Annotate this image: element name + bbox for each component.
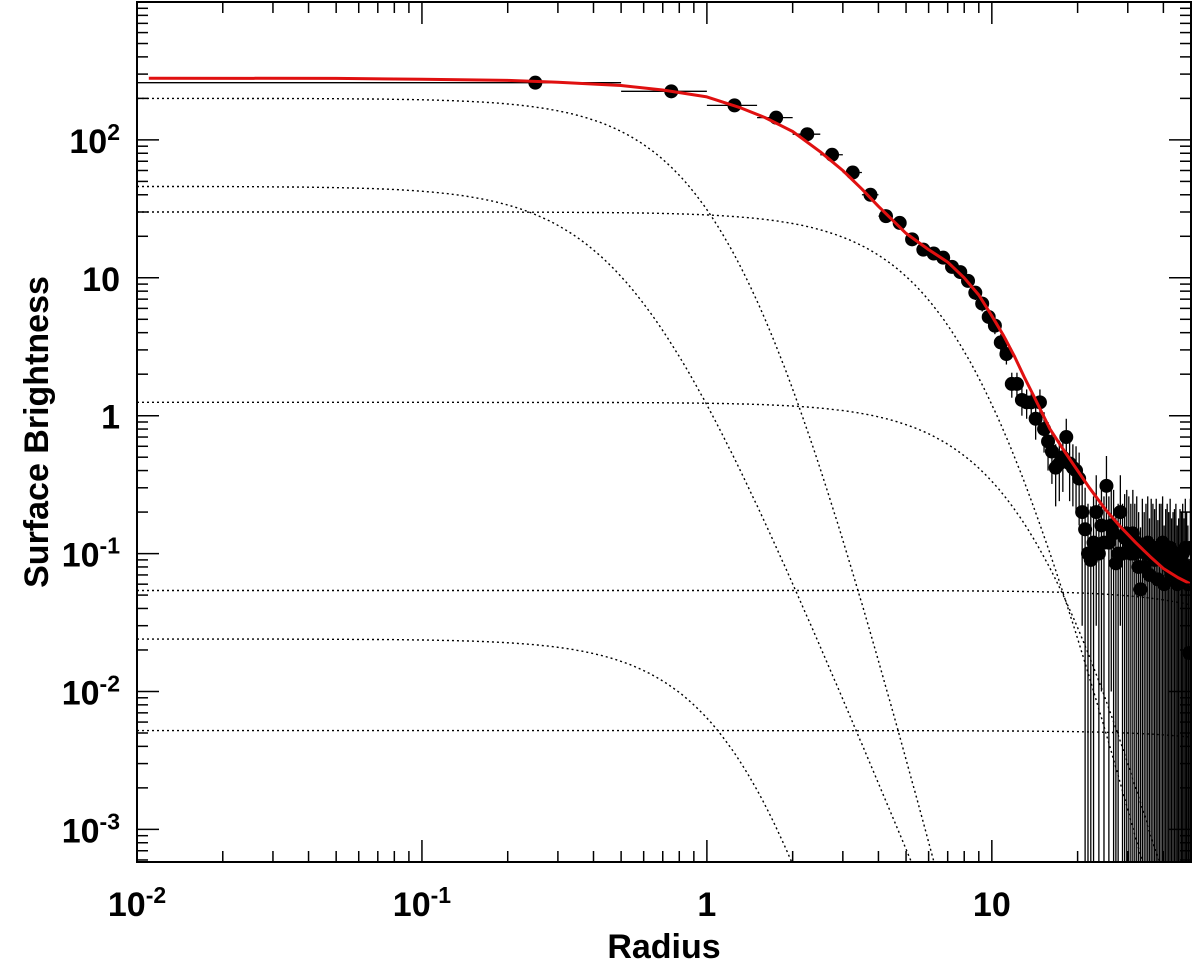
y-tick-label: 10-2 (62, 670, 120, 712)
data-point (1094, 518, 1109, 533)
data-point (1078, 522, 1093, 537)
tick-labels: 10-2 10-1 1 10 10-3 10-2 10-1 1 10 102 (62, 119, 1011, 924)
model-component-curve (137, 638, 793, 862)
data-point (1106, 526, 1121, 541)
data-point (1113, 505, 1128, 520)
model-component-curve (137, 589, 1191, 606)
data-point (1009, 376, 1024, 391)
data-point (892, 215, 907, 230)
x-tick-label: 10-1 (393, 882, 451, 924)
y-axis-title: Surface Brightness (18, 276, 56, 588)
model-component-curve (137, 97, 935, 862)
x-tick-label: 10 (973, 886, 1011, 924)
data-point (1183, 540, 1191, 555)
data-point (1089, 505, 1104, 520)
model-component-curve (137, 401, 1160, 862)
data-point (1075, 505, 1090, 520)
model-components (137, 97, 1191, 862)
x-tick-label: 1 (697, 886, 716, 924)
data-point (1059, 430, 1074, 445)
data-point (1182, 646, 1191, 661)
data-point (1091, 546, 1106, 561)
fit-curve-line (148, 76, 1191, 586)
y-tick-label: 1 (101, 399, 120, 437)
data-points (137, 75, 1191, 862)
x-axis-title: Radius (607, 928, 720, 961)
x-tick-label: 10-2 (108, 882, 166, 924)
data-point (1028, 411, 1043, 426)
plot-frame (136, 1, 1192, 863)
y-tick-label: 10-1 (62, 533, 120, 575)
data-point (800, 127, 815, 142)
model-component-curve (137, 185, 913, 862)
data-point (1099, 478, 1114, 493)
data-point (1086, 535, 1101, 550)
data-point (863, 187, 878, 202)
fit-curve (148, 76, 1191, 586)
data-point (878, 209, 893, 224)
y-tick-label: 102 (69, 119, 120, 161)
model-component-curve (137, 211, 1144, 862)
model-component-curve (137, 729, 1191, 738)
axis-ticks (136, 1, 1192, 862)
y-tick-label: 10-3 (62, 808, 120, 850)
y-tick-label: 10 (82, 261, 120, 299)
